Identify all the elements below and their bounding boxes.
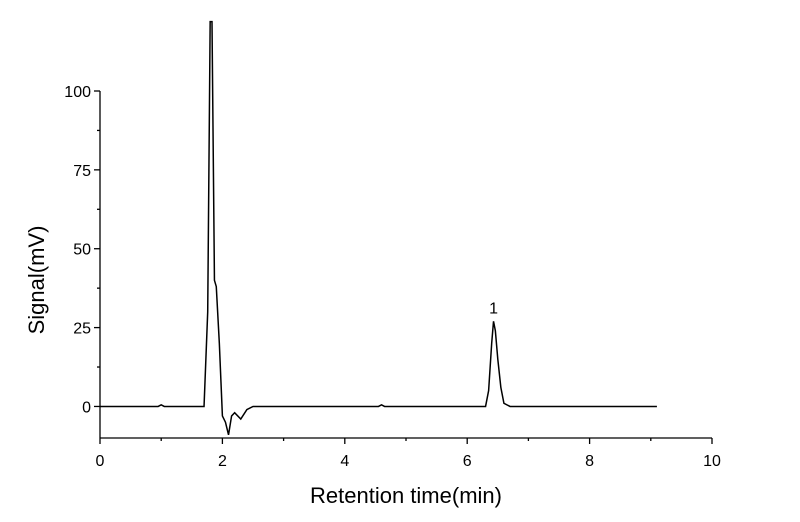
y-tick-label: 50 — [73, 242, 91, 259]
y-tick-label: 75 — [73, 163, 91, 180]
y-tick-label: 0 — [82, 399, 91, 416]
x-tick-label: 8 — [585, 453, 594, 470]
x-axis-title: Retention time(min) — [310, 483, 502, 508]
y-tick-label: 25 — [73, 321, 91, 338]
peak-label: 1 — [489, 300, 498, 317]
x-tick-label: 0 — [96, 453, 105, 470]
signal-line — [100, 20, 657, 436]
x-tick-label: 4 — [340, 453, 349, 470]
x-tick-label: 6 — [463, 453, 472, 470]
y-tick-label: 100 — [64, 84, 91, 101]
x-tick-label: 10 — [703, 453, 721, 470]
x-tick-label: 2 — [218, 453, 227, 470]
y-axis-title: Signal(mV) — [24, 226, 49, 335]
